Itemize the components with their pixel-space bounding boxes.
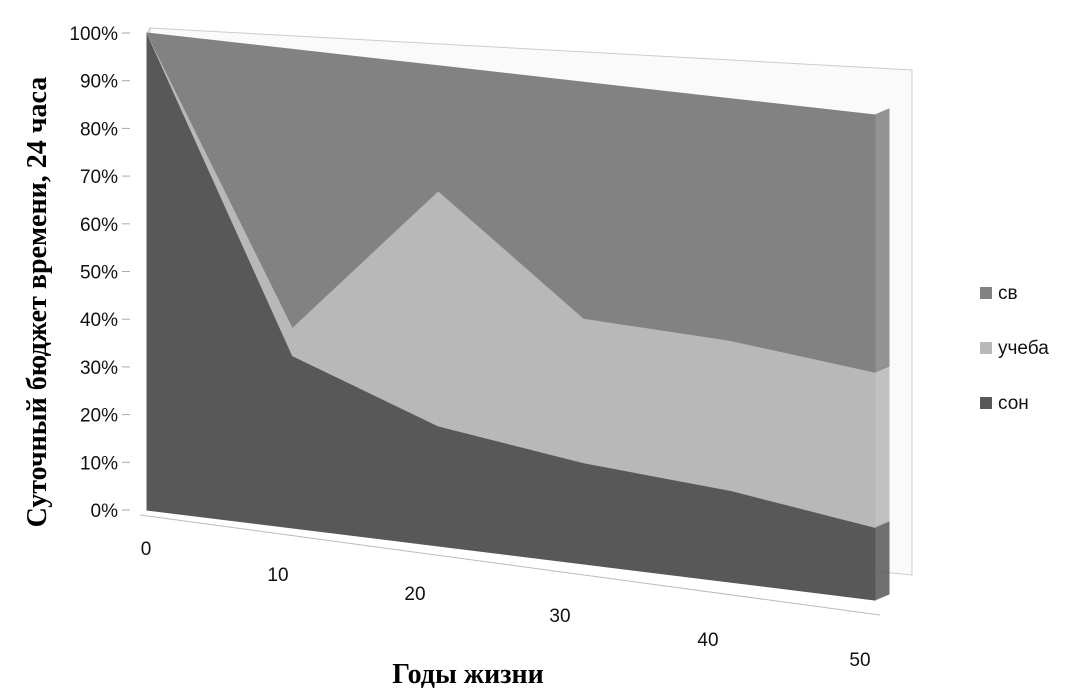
legend-swatch-св [980, 287, 992, 299]
legend-label-св: св [998, 283, 1018, 304]
legend-swatch-сон [980, 397, 992, 409]
legend-label-учеба: учеба [998, 338, 1049, 359]
y-axis: 0% 10% 20% 30% 40% 50% 60% 70% 80% 90% 100% [69, 24, 130, 522]
y-tick-label: 30% [80, 358, 118, 379]
area-series [146, 32, 890, 601]
y-tick-label: 50% [80, 263, 118, 284]
y-tick-label: 80% [80, 119, 118, 140]
x-axis-title: Годы жизни [392, 659, 544, 690]
x-tick-label: 20 [404, 584, 425, 605]
x-tick-label: 40 [697, 630, 718, 651]
area-side-св [874, 108, 890, 373]
y-tick-label: 60% [80, 215, 118, 236]
x-tick-label: 30 [549, 606, 570, 627]
y-tick-label: 90% [80, 72, 118, 93]
legend-label-сон: сон [998, 393, 1029, 414]
y-tick-label: 20% [80, 406, 118, 427]
x-axis-line [139, 514, 881, 616]
y-tick-label: 100% [69, 24, 118, 45]
y-tick-label: 70% [80, 167, 118, 188]
legend-swatch-учеба [980, 342, 992, 354]
y-tick-label: 40% [80, 310, 118, 331]
x-axis: 0 10 20 30 40 50 [139, 514, 881, 671]
x-tick-label: 0 [141, 539, 152, 560]
x-tick-label: 10 [267, 565, 288, 586]
area-side-учеба [874, 365, 890, 529]
y-tick-label: 0% [91, 501, 119, 522]
area-side-сон [874, 520, 890, 601]
y-axis-title: Суточный бюджет времени, 24 часа [22, 77, 53, 528]
y-tick-label: 10% [80, 453, 118, 474]
x-tick-label: 50 [849, 650, 870, 671]
legend: св учеба сон [980, 283, 1049, 414]
